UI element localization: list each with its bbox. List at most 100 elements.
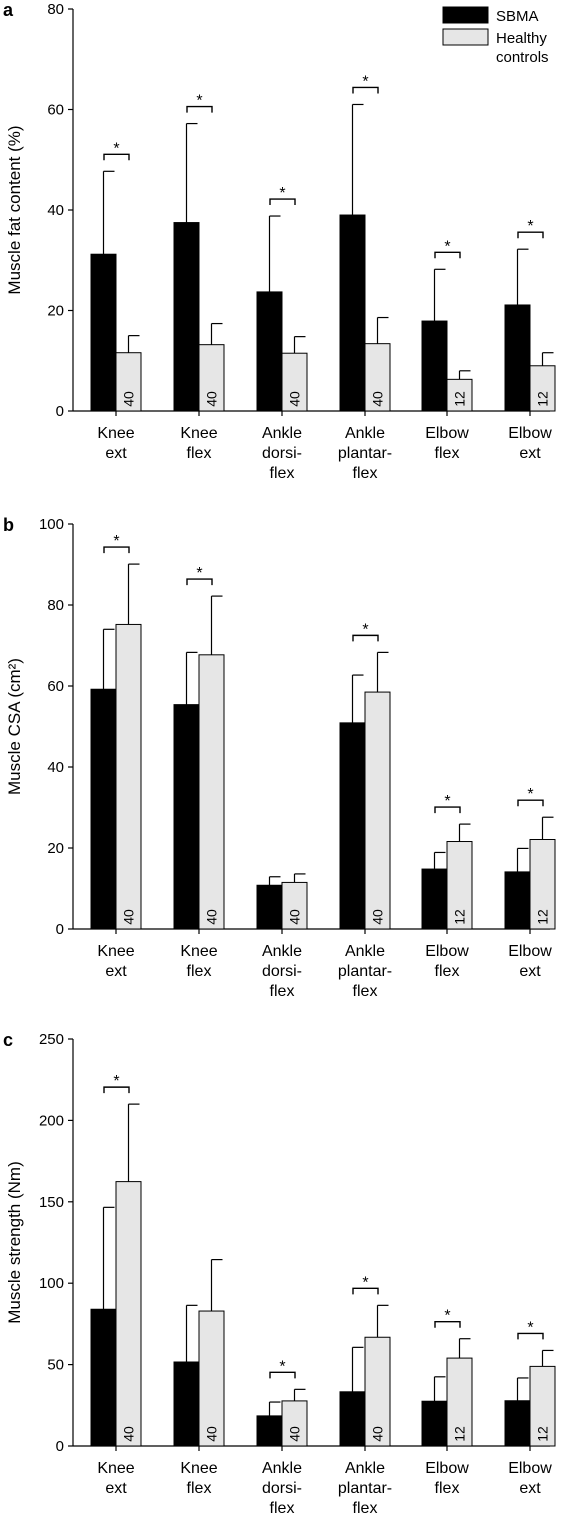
x-category-label: Ankle xyxy=(345,425,385,442)
x-category-label: ext xyxy=(105,1480,127,1497)
x-category-label: Ankle xyxy=(345,943,385,960)
significance-star: * xyxy=(444,238,450,255)
bar-healthy-controls xyxy=(529,1365,556,1447)
n-label-sbma: 38 xyxy=(262,391,278,407)
significance-bracket xyxy=(352,86,379,94)
significance-star: * xyxy=(444,1308,450,1325)
bar-sbma xyxy=(504,1400,531,1447)
panel-c: c Muscle strength (Nm) 0 50 100 150 200 250 39 40… xyxy=(3,1030,556,1517)
bar-sbma xyxy=(256,291,283,412)
bar-healthy-controls xyxy=(281,881,308,930)
n-label-sbma: 38 xyxy=(96,909,112,925)
significance-bracket xyxy=(517,799,544,807)
n-label-healthy-controls: 40 xyxy=(370,909,386,925)
significance-star: * xyxy=(527,218,533,235)
x-category-label: Knee xyxy=(97,1460,134,1477)
legend-label-sbma: SBMA xyxy=(496,8,539,25)
bar-healthy-controls xyxy=(198,344,225,412)
y-tick-label: 50 xyxy=(47,1357,64,1374)
n-label-sbma: 36 xyxy=(427,1426,443,1442)
y-axis-label: Muscle strength (Nm) xyxy=(5,1161,24,1323)
significance-bracket xyxy=(434,1321,461,1328)
bar-sbma xyxy=(504,304,531,412)
bar-sbma xyxy=(173,222,200,412)
bar-sbma xyxy=(90,688,117,930)
bar-sbma xyxy=(90,1308,117,1447)
bar-sbma xyxy=(339,214,366,412)
significance-bracket xyxy=(434,251,461,259)
significance-star: * xyxy=(113,140,119,157)
n-label-healthy-controls: 40 xyxy=(287,1426,303,1442)
significance-bracket xyxy=(269,1371,296,1379)
x-category-label: ext xyxy=(519,1480,541,1497)
x-category-label: flex xyxy=(270,983,295,1000)
legend-swatch-healthy-controls xyxy=(442,28,489,46)
bar-healthy-controls xyxy=(115,352,142,412)
panel-letter: b xyxy=(3,515,14,535)
x-category-label: ext xyxy=(519,963,541,980)
x-category-label: flex xyxy=(187,1480,212,1497)
n-label-sbma: 38 xyxy=(96,391,112,407)
bar-healthy-controls xyxy=(281,1400,308,1447)
significance-star: * xyxy=(113,533,119,550)
bar-healthy-controls xyxy=(198,1310,225,1447)
x-category-label: Elbow xyxy=(508,425,552,442)
bar-sbma xyxy=(173,1361,200,1447)
x-category-label: flex xyxy=(435,963,460,980)
x-category-label: dorsi- xyxy=(262,445,302,462)
x-category-label: Ankle xyxy=(262,1460,302,1477)
y-tick-label: 250 xyxy=(39,1031,64,1048)
n-label-healthy-controls: 12 xyxy=(452,909,468,925)
bar-sbma xyxy=(504,871,531,930)
x-category-label: Ankle xyxy=(262,943,302,960)
y-axis-label: Muscle CSA (cm²) xyxy=(5,658,24,795)
y-tick-label: 150 xyxy=(39,1194,64,1211)
x-category-label: flex xyxy=(187,963,212,980)
significance-star: * xyxy=(362,73,368,90)
significance-bracket xyxy=(103,153,130,161)
n-label-sbma: 38 xyxy=(427,909,443,925)
bar-healthy-controls xyxy=(364,1336,391,1447)
x-category-label: plantar- xyxy=(338,445,392,462)
n-label-healthy-controls: 12 xyxy=(452,1426,468,1442)
significance-star: * xyxy=(113,1073,119,1090)
significance-bracket xyxy=(352,1287,379,1295)
n-label-sbma: 38 xyxy=(345,909,361,925)
significance-bracket xyxy=(103,1086,130,1094)
significance-bracket xyxy=(103,546,130,554)
significance-star: * xyxy=(444,793,450,810)
significance-star: * xyxy=(527,786,533,803)
bar-healthy-controls xyxy=(446,378,473,412)
x-category-label: Elbow xyxy=(425,1460,469,1477)
y-tick-label: 0 xyxy=(56,1438,64,1455)
x-category-label: Knee xyxy=(180,943,217,960)
n-label-sbma: 35 xyxy=(345,1426,361,1442)
panel-a: a Muscle fat content (%) 0 20 40 60 80 38 40 * Kne… xyxy=(3,0,556,482)
n-label-healthy-controls: 12 xyxy=(452,391,468,407)
legend-label-controls: controls xyxy=(496,49,549,66)
y-tick-label: 80 xyxy=(47,597,64,614)
bar-sbma xyxy=(173,704,200,930)
n-label-healthy-controls: 12 xyxy=(535,391,551,407)
x-category-label: flex xyxy=(187,445,212,462)
y-tick-label: 200 xyxy=(39,1112,64,1129)
y-tick-label: 100 xyxy=(39,516,64,533)
bar-healthy-controls xyxy=(446,1357,473,1447)
x-category-label: Knee xyxy=(97,943,134,960)
x-category-label: Elbow xyxy=(425,943,469,960)
x-category-label: Ankle xyxy=(345,1460,385,1477)
bar-healthy-controls xyxy=(115,623,142,930)
x-category-label: flex xyxy=(435,1480,460,1497)
significance-star: * xyxy=(196,93,202,110)
y-tick-label: 0 xyxy=(56,921,64,938)
n-label-healthy-controls: 40 xyxy=(287,391,303,407)
x-category-label: plantar- xyxy=(338,963,392,980)
significance-bracket xyxy=(517,231,544,239)
bar-sbma xyxy=(421,868,448,930)
significance-star: * xyxy=(362,1274,368,1291)
n-label-healthy-controls: 40 xyxy=(121,1426,137,1442)
legend: SBMA Healthy controls xyxy=(442,6,549,66)
n-label-healthy-controls: 40 xyxy=(204,909,220,925)
x-category-label: flex xyxy=(353,465,378,482)
